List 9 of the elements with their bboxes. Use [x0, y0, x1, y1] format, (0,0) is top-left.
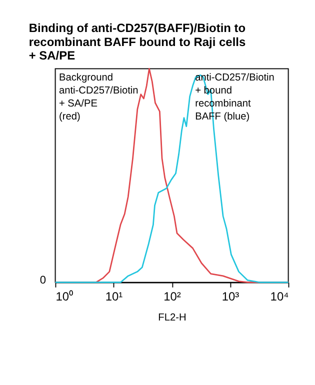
x-axis-title: FL2-H: [158, 312, 186, 324]
chart-title: Binding of anti-CD257(BAFF)/Biotin to recombinant BAFF bound to Raji cells + SA/PE: [28, 21, 246, 63]
series-label: Background anti-CD257/Biotin + SA/PE (red): [58, 72, 138, 122]
x-tick-label: 10¹: [105, 289, 123, 304]
x-tick-label: 10⁰: [56, 289, 74, 304]
x-tick-label: 10³: [222, 289, 240, 304]
x-tick-label: 10²: [164, 289, 181, 304]
text: 0: [40, 274, 46, 286]
x-tick-label: 10⁴: [270, 289, 289, 304]
